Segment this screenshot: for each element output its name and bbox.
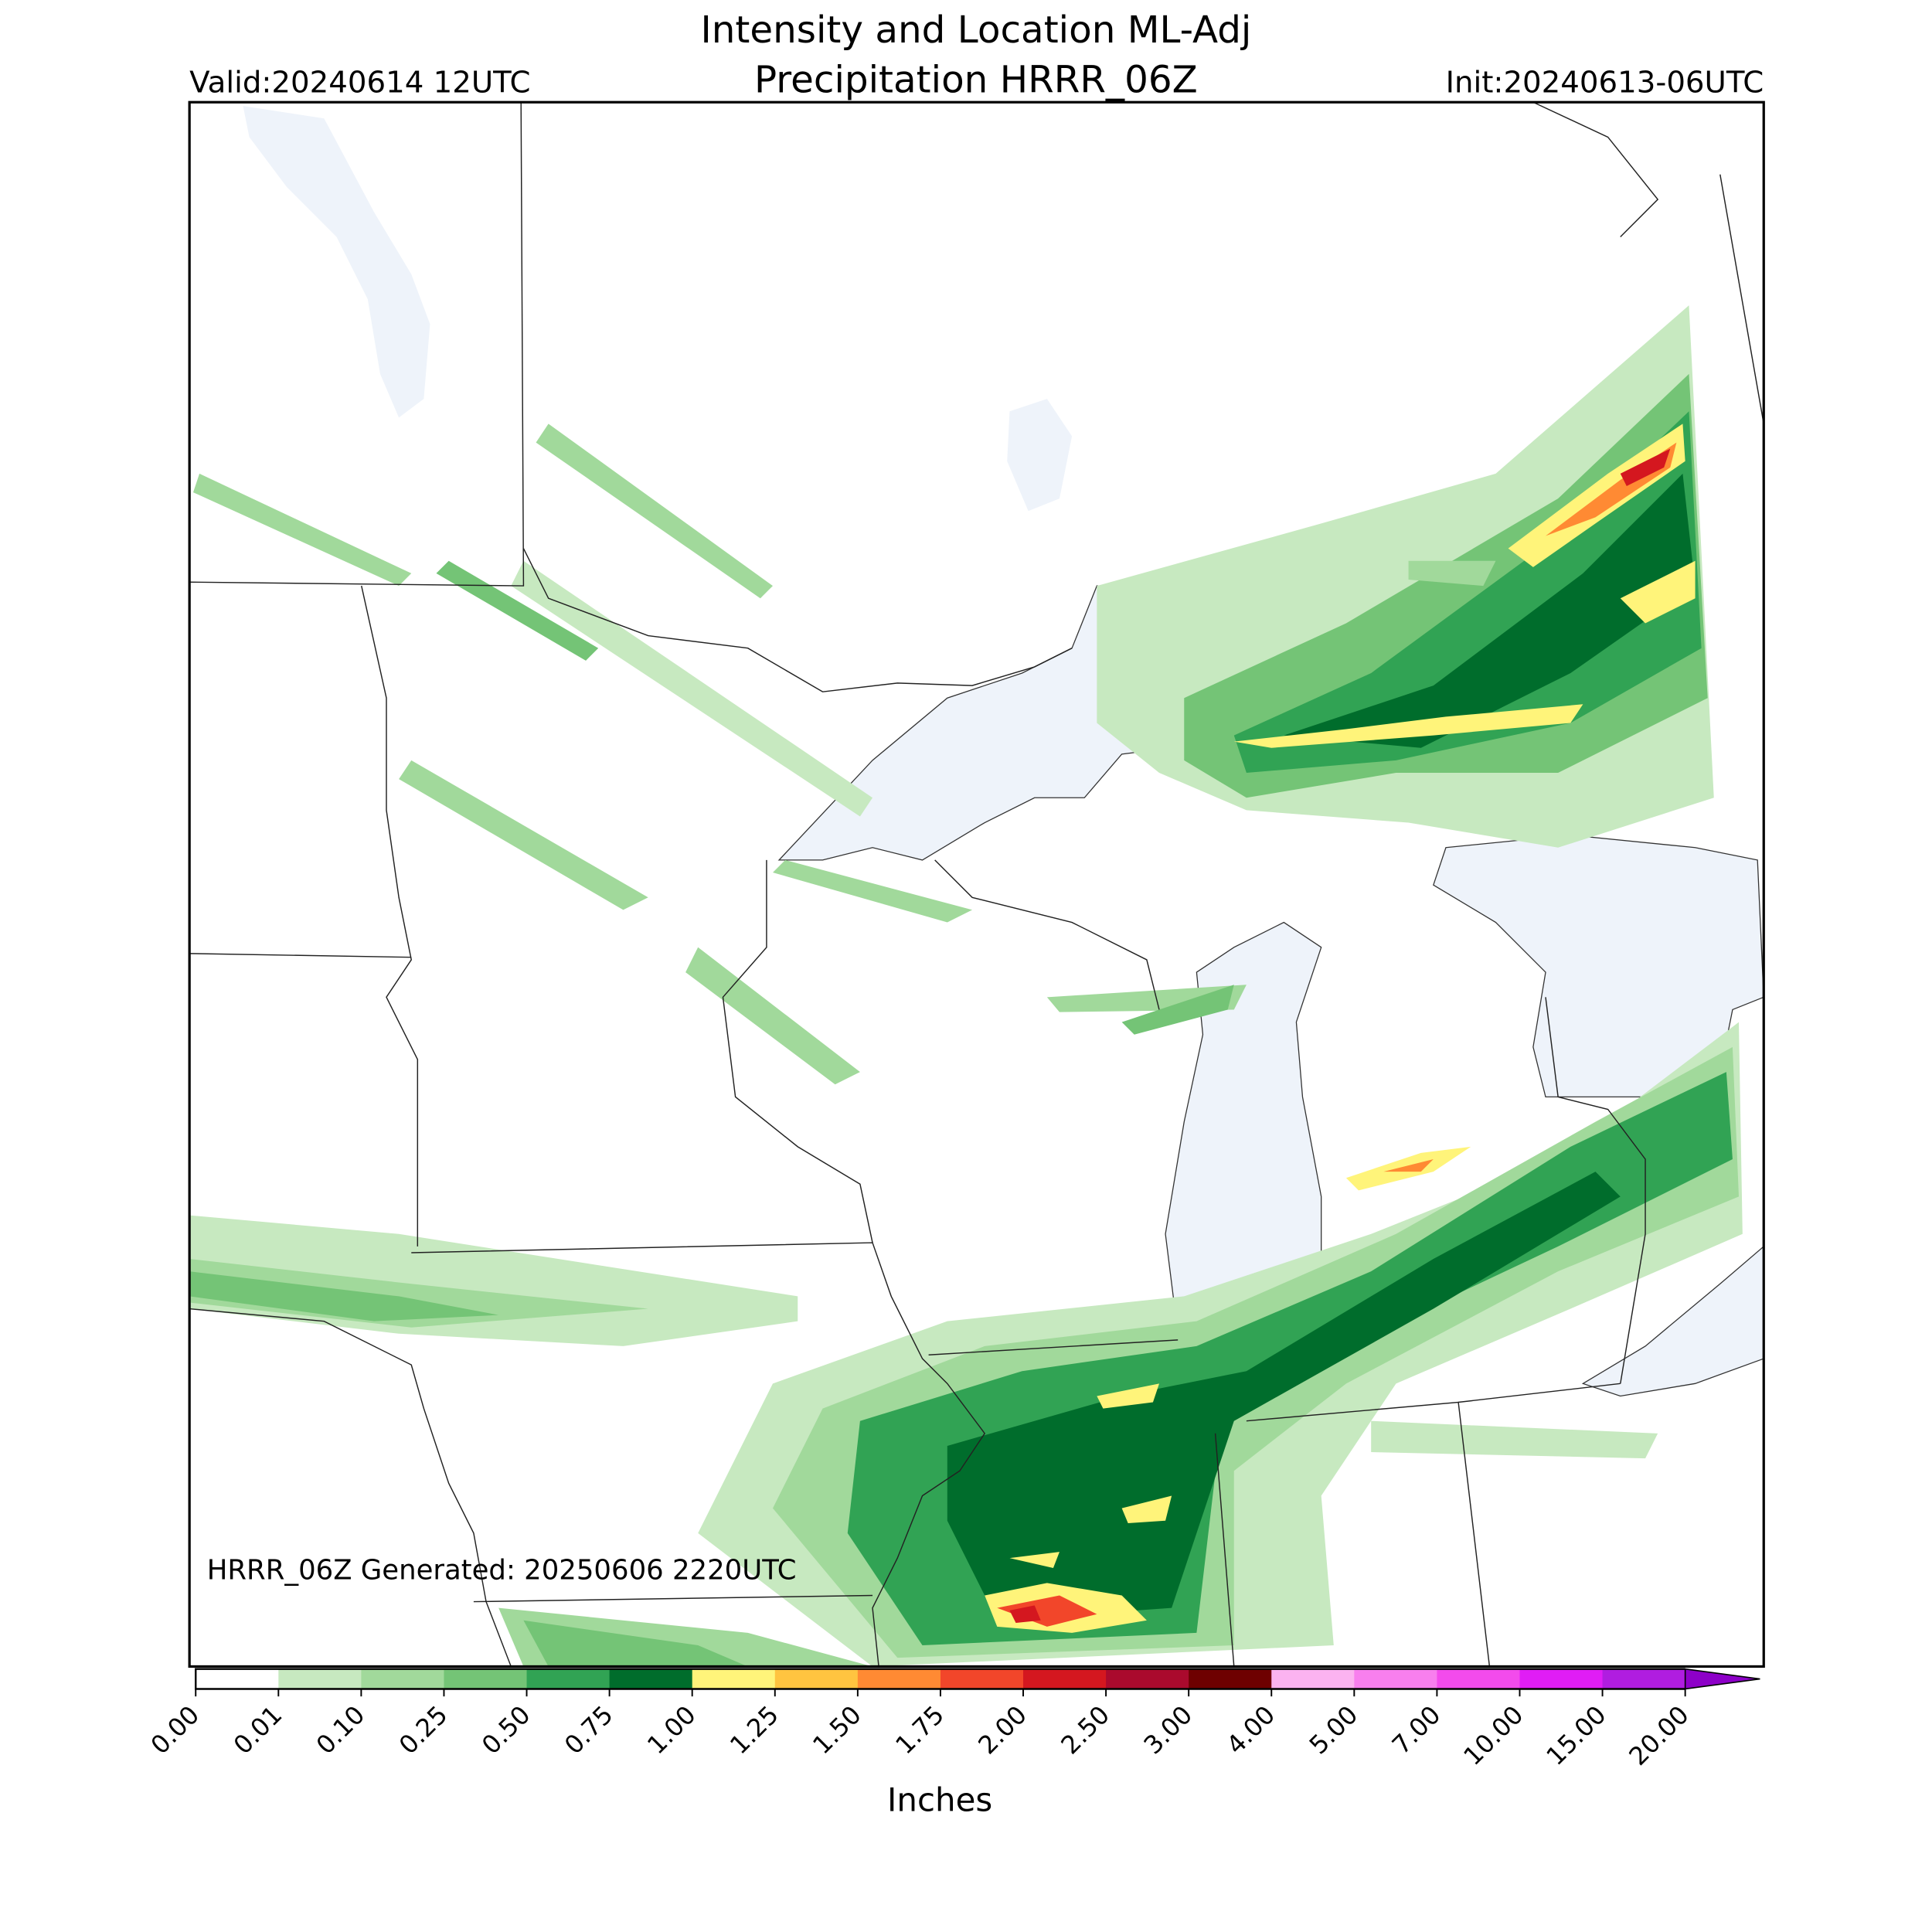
map-frame (188, 100, 1765, 1668)
colorbar-tick-label: 0.10 (311, 1700, 371, 1760)
colorbar-tick-label: 3.00 (1138, 1700, 1199, 1760)
colorbar-segment (1189, 1668, 1272, 1689)
state-border (189, 102, 525, 587)
state-border (411, 1242, 986, 1667)
colorbar-tick-label: 0.25 (393, 1700, 454, 1760)
colorbar-extension (1684, 1668, 1760, 1690)
state-border (928, 1339, 1179, 1355)
lake-winnipeg (243, 106, 430, 418)
colorbar-tick-label: 10.00 (1458, 1700, 1529, 1771)
colorbar-segment (444, 1668, 528, 1689)
colorbar-tick-label: 2.00 (972, 1700, 1032, 1760)
colorbar-tick-label: 0.75 (559, 1700, 619, 1760)
colorbar-tick-label: 1.00 (641, 1700, 702, 1760)
init-time: Init:20240613-06UTC (1446, 65, 1764, 100)
colorbar-segment (196, 1668, 279, 1689)
lake-erie (1581, 1246, 1764, 1397)
title-line: Intensity and Location ML-Adj (700, 9, 1251, 52)
colorbar-tick-label: 0.00 (145, 1700, 206, 1760)
generated-note: HRRR_06Z Generated: 20250606 2220UTC (207, 1555, 797, 1587)
state-border (1458, 1383, 1621, 1403)
state-border (934, 859, 1160, 1010)
state-border (722, 859, 873, 1243)
colorbar-segment (1271, 1668, 1355, 1689)
colorbar-segment (940, 1668, 1024, 1689)
colorbar-label: Inches (887, 1781, 992, 1819)
colorbar-segment (1023, 1668, 1107, 1689)
colorbar-tick-label: 1.75 (889, 1700, 950, 1760)
state-border (522, 548, 1073, 692)
state-border (1545, 997, 1646, 1384)
state-border (189, 1308, 512, 1667)
colorbar-tick-label: 5.00 (1304, 1700, 1364, 1760)
colorbar-segment (857, 1668, 941, 1689)
state-border (189, 953, 412, 958)
colorbar-tick-label: 4.00 (1221, 1700, 1281, 1760)
colorbar-segment (1354, 1668, 1437, 1689)
colorbar-segment (1437, 1668, 1520, 1689)
colorbar-segment (1519, 1668, 1604, 1689)
precipitation-field (189, 305, 1743, 1667)
colorbar-tick-label: 0.01 (228, 1700, 288, 1760)
colorbar-tick-label: 7.00 (1386, 1700, 1447, 1760)
state-border (1214, 1433, 1235, 1667)
colorbar-tick-label: 15.00 (1541, 1700, 1612, 1771)
title-line: Precipitation HRRR_06Z (754, 58, 1198, 101)
colorbar: 0.00 0.01 0.10 0.25 0.50 0.75 1.00 1.25 1.50 1.75… (145, 1668, 1760, 1771)
valid-time: Valid:20240614 12UTC (189, 65, 530, 100)
colorbar-segment (278, 1668, 362, 1689)
colorbar-segment (361, 1668, 444, 1689)
colorbar-segment (609, 1668, 693, 1689)
colorbar-tick-label: 1.50 (807, 1700, 867, 1760)
colorbar-segment (774, 1668, 859, 1689)
colorbar-segment (692, 1668, 776, 1689)
country-border (1719, 174, 1764, 424)
colorbar-segment (1602, 1668, 1686, 1689)
state-border (361, 585, 419, 1247)
country-border (1532, 102, 1659, 237)
lake (1007, 399, 1073, 512)
colorbar-tick-label: 2.50 (1056, 1700, 1116, 1760)
colorbar-tick-label: 1.25 (724, 1700, 784, 1760)
state-border (473, 1594, 873, 1603)
colorbar-tick-label: 20.00 (1624, 1700, 1695, 1771)
map (188, 100, 1765, 1668)
colorbar-tick-label: 0.50 (476, 1700, 536, 1760)
colorbar-segment (1106, 1668, 1189, 1689)
colorbar-segment (526, 1668, 611, 1689)
